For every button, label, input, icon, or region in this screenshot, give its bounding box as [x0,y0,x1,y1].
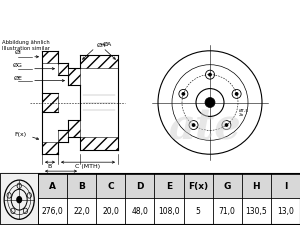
Text: I: I [284,182,287,191]
Bar [38,174,300,198]
Text: ØI: ØI [15,50,21,55]
Text: 422141: 422141 [191,10,253,25]
Text: C (MTH): C (MTH) [75,164,100,169]
Text: D: D [58,173,63,178]
Text: 108,0: 108,0 [158,207,180,216]
Text: ØT,5: ØT,5 [239,108,249,112]
Circle shape [182,93,184,95]
Circle shape [209,74,211,76]
Text: Abbildung ähnlich
Illustration similar: Abbildung ähnlich Illustration similar [2,40,50,51]
Text: 24.0122-0141.1: 24.0122-0141.1 [43,10,173,25]
Circle shape [236,93,238,95]
Text: 5: 5 [196,207,200,216]
Text: C: C [107,182,114,191]
Text: G: G [224,182,231,191]
Circle shape [17,197,22,203]
Text: 20,0: 20,0 [102,207,119,216]
Circle shape [192,124,195,126]
Circle shape [225,124,228,126]
Text: F(x): F(x) [14,132,26,137]
Text: ØE: ØE [14,76,22,81]
Text: A: A [49,182,56,191]
Text: 71,0: 71,0 [219,207,236,216]
Text: B: B [78,182,85,191]
Text: 276,0: 276,0 [42,207,63,216]
Text: 130,5: 130,5 [245,207,267,216]
Text: 2x: 2x [239,113,244,117]
Circle shape [205,97,215,108]
Text: ØG: ØG [13,63,23,68]
Text: B: B [48,164,52,169]
Text: 13,0: 13,0 [277,207,294,216]
Text: 48,0: 48,0 [131,207,148,216]
Text: ate: ate [169,106,242,148]
Text: 22,0: 22,0 [73,207,90,216]
Text: ØH: ØH [97,43,107,48]
Text: ØA: ØA [103,42,112,47]
Text: F(x): F(x) [188,182,208,191]
Text: D: D [136,182,144,191]
Text: H: H [253,182,260,191]
Bar [0,173,38,224]
Text: E: E [166,182,172,191]
